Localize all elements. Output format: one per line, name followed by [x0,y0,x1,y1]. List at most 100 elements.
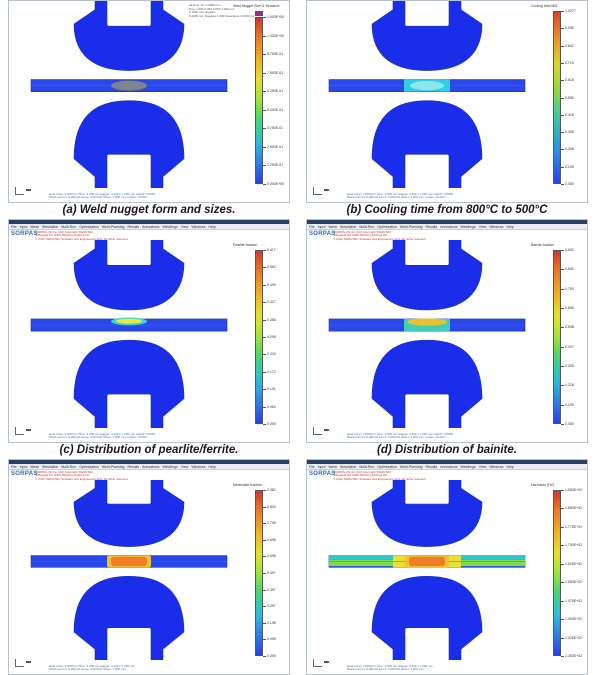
menu-item-help[interactable]: Help [208,464,216,469]
menu-item-input[interactable]: Input [19,464,28,469]
menu-item-animations[interactable]: Animations [440,224,458,229]
brand-logo: SORPAS [11,231,38,237]
header-line: Stiftsgade DK-2400 Welding Settings DK [35,473,90,478]
footer-line: Weld Current: 8.000 kA Force: 3.000 kN S… [49,195,147,200]
legend-tick-label: 0.218 [565,383,574,388]
simulation-view[interactable] [307,1,547,188]
menu-item-multi-run[interactable]: Multi-Run [359,464,375,469]
menu-item-mesh[interactable]: Mesh [30,464,39,469]
menu-item-results[interactable]: Results [425,224,438,229]
simulation-view[interactable] [307,240,547,428]
menu-item-help[interactable]: Help [506,224,514,229]
legend-tick-mark [263,146,266,148]
menu-item-weldlingo[interactable]: Weldlingo [162,224,178,229]
legend-top-swatch [255,11,263,16]
legend-tick-label: 0.935 [565,26,574,31]
menu-item-results[interactable]: Results [127,224,140,229]
simulation-view[interactable] [9,1,249,188]
legend-tick-label: 1.475E+02 [565,598,583,603]
legend-tick-mark [263,250,266,251]
menu-item-windows[interactable]: Windows [489,464,504,469]
menu-item-optimization[interactable]: Optimization [377,464,397,469]
menu-item-animations[interactable]: Animations [142,224,160,229]
menu-item-results[interactable]: Results [127,464,140,469]
menu-item-mesh[interactable]: Mesh [30,224,39,229]
legend-tick-label: 1.250E+02 [565,654,583,658]
footer-line: Heat Input: 1.0000 kJ Time: 3.300 ms Nug… [49,663,136,668]
footer-line: Weld Current: 8.000 kA Force: 3.000 kN S… [49,435,147,440]
menu-item-file[interactable]: File [11,224,17,229]
menu-item-input[interactable]: Input [317,224,326,229]
simulation-view[interactable] [9,240,249,428]
header-line: © 2014 SWANTEC Software and Engineering … [35,236,128,241]
lower-cooling-channel [404,627,450,660]
menu-item-optimization[interactable]: Optimization [79,464,99,469]
menu-item-view[interactable]: View [478,224,487,229]
legend-tick-label: 0.840 [565,267,574,272]
upper-electrode [73,240,185,311]
menu-item-animations[interactable]: Animations [142,464,160,469]
menu-item-windows[interactable]: Windows [191,464,206,469]
menu-item-multi-run[interactable]: Multi-Run [61,224,77,229]
menu-item-weldlingo[interactable]: Weldlingo [460,464,476,469]
nugget-core [116,318,142,324]
menu-item-input[interactable]: Input [317,464,326,469]
menu-item-results[interactable]: Results [425,464,438,469]
legend-tick-label: 1.0277 [565,9,576,13]
menu-item-input[interactable]: Input [19,224,28,229]
header-line: © 2014 SWANTEC Software and Engineering … [333,236,426,241]
menu-item-file[interactable]: File [309,224,315,229]
menu-item-weld-planning[interactable]: Weld-Planning [101,224,125,229]
legend-tick-mark [561,97,564,99]
menu-item-view[interactable]: View [180,464,189,469]
upper-cooling-channel [106,1,152,27]
menu-item-windows[interactable]: Windows [489,224,504,229]
legend-tick-mark [561,490,564,491]
legend-title: Bainite fraction [531,243,555,247]
menu-item-windows[interactable]: Windows [191,224,206,229]
menu-item-simulation[interactable]: Simulation [42,224,59,229]
legend-title: Pearlite fraction [233,243,258,247]
menu-item-optimization[interactable]: Optimization [377,224,397,229]
legend-tick-label: 2.500E-01 [267,144,284,149]
legend-tick-mark [561,404,564,406]
legend-tick-mark [561,288,564,290]
legend-tick-mark [561,600,564,602]
menu-item-view[interactable]: View [478,464,487,469]
menu-item-mesh[interactable]: Mesh [328,464,337,469]
menu-item-multi-run[interactable]: Multi-Run [359,224,375,229]
menu-item-file[interactable]: File [309,464,315,469]
menu-item-weldlingo[interactable]: Weldlingo [162,464,178,469]
window-titlebar [9,220,289,224]
simulation-view[interactable] [9,480,249,660]
legend-tick-mark [263,490,266,491]
menu-item-simulation[interactable]: Simulation [340,224,357,229]
brand-logo: SORPAS [11,471,38,477]
menu-item-weld-planning[interactable]: Weld-Planning [399,224,423,229]
menu-item-help[interactable]: Help [506,464,514,469]
menu-item-weld-planning[interactable]: Weld-Planning [399,464,423,469]
legend-tick-mark [263,165,266,167]
menu-item-animations[interactable]: Animations [440,464,458,469]
legend-tick-label: 3.750E-01 [267,126,284,131]
menu-item-multi-run[interactable]: Multi-Run [61,464,77,469]
status-footer: Heat Input: 1.0000 kJ Time: 3.300 ms Nug… [49,663,136,672]
menu-item-simulation[interactable]: Simulation [340,464,357,469]
header-line: Stiftsgade DK-2400 Welding Settings DK [333,473,388,478]
menu-item-weld-planning[interactable]: Weld-Planning [101,464,125,469]
simulation-view[interactable] [307,480,547,660]
menu-item-file[interactable]: File [11,464,17,469]
legend-tick-label: 0.655 [565,306,574,310]
menu-item-optimization[interactable]: Optimization [79,224,99,229]
menu-item-help[interactable]: Help [208,224,216,229]
menu-item-weldlingo[interactable]: Weldlingo [460,224,476,229]
legend-tick-mark [561,656,564,657]
menu-item-view[interactable]: View [180,224,189,229]
legend-tick-mark [561,619,564,621]
legend-tick-label: 0.109 [565,402,574,407]
legend-tick-mark [263,128,266,130]
legend-tick-mark [263,606,266,608]
menu-item-mesh[interactable]: Mesh [328,224,337,229]
menu-item-simulation[interactable]: Simulation [42,464,59,469]
caption-d: (d) Distribution of bainite. [377,444,517,456]
